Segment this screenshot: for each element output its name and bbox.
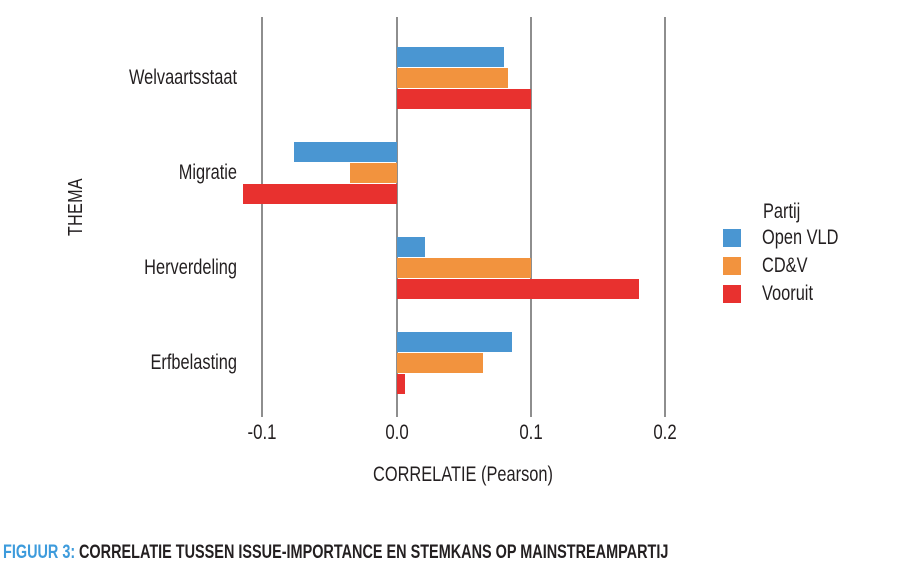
bar-welvaartsstaat-open-vld [397, 47, 504, 67]
legend-swatch-vooruit [723, 285, 741, 303]
x-tick-label-0-0: 0.0 [385, 421, 409, 444]
bar-migratie-vooruit [243, 184, 397, 204]
bar-erfbelasting-open-vld [397, 332, 512, 352]
bar-migratie-open-vld [294, 142, 397, 162]
x-tick-label-0-2: 0.2 [653, 421, 677, 444]
legend-item-vooruit: Vooruit [723, 282, 827, 305]
legend-label-open-vld: Open VLD [762, 226, 839, 249]
x-axis-title: CORRELATIE (Pearson) [373, 463, 553, 486]
category-label-herverdeling: Herverdeling [144, 256, 237, 279]
legend-title: Partij [763, 200, 801, 223]
category-label-migratie: Migratie [178, 161, 237, 184]
gridline-0.2 [664, 17, 666, 417]
bar-migratie-cd-v [350, 163, 397, 183]
gridline-0.0 [396, 17, 398, 417]
gridline-0.1 [530, 17, 532, 417]
category-label-erfbelasting: Erfbelasting [150, 351, 237, 374]
bar-herverdeling-cd-v [397, 258, 531, 278]
figure-caption: FIGUUR 3: CORRELATIE TUSSEN ISSUE-IMPORTA… [3, 543, 668, 563]
y-axis-title: THEMA [65, 178, 87, 236]
legend-item-cdv: CD&V [723, 254, 820, 277]
bar-herverdeling-open-vld [397, 237, 425, 257]
bar-welvaartsstaat-cd-v [397, 68, 508, 88]
bar-erfbelasting-vooruit [397, 374, 405, 394]
x-tick-label-0-1: 0.1 [519, 421, 543, 444]
legend-item-open-vld: Open VLD [723, 226, 860, 249]
legend-label-vooruit: Vooruit [762, 282, 814, 305]
figure-caption-text: CORRELATIE TUSSEN ISSUE-IMPORTANCE EN ST… [79, 542, 669, 563]
legend-label-cdv: CD&V [762, 254, 808, 277]
category-label-welvaartsstaat: Welvaartsstaat [128, 66, 237, 89]
legend-swatch-open-vld [723, 229, 741, 247]
bar-erfbelasting-cd-v [397, 353, 483, 373]
bar-herverdeling-vooruit [397, 279, 639, 299]
gridline--0.1 [261, 17, 263, 417]
legend-swatch-cdv [723, 257, 741, 275]
bar-welvaartsstaat-vooruit [397, 89, 531, 109]
x-tick-label-neg-0-1: -0.1 [247, 421, 277, 444]
figure-caption-number: FIGUUR 3: [3, 542, 76, 563]
